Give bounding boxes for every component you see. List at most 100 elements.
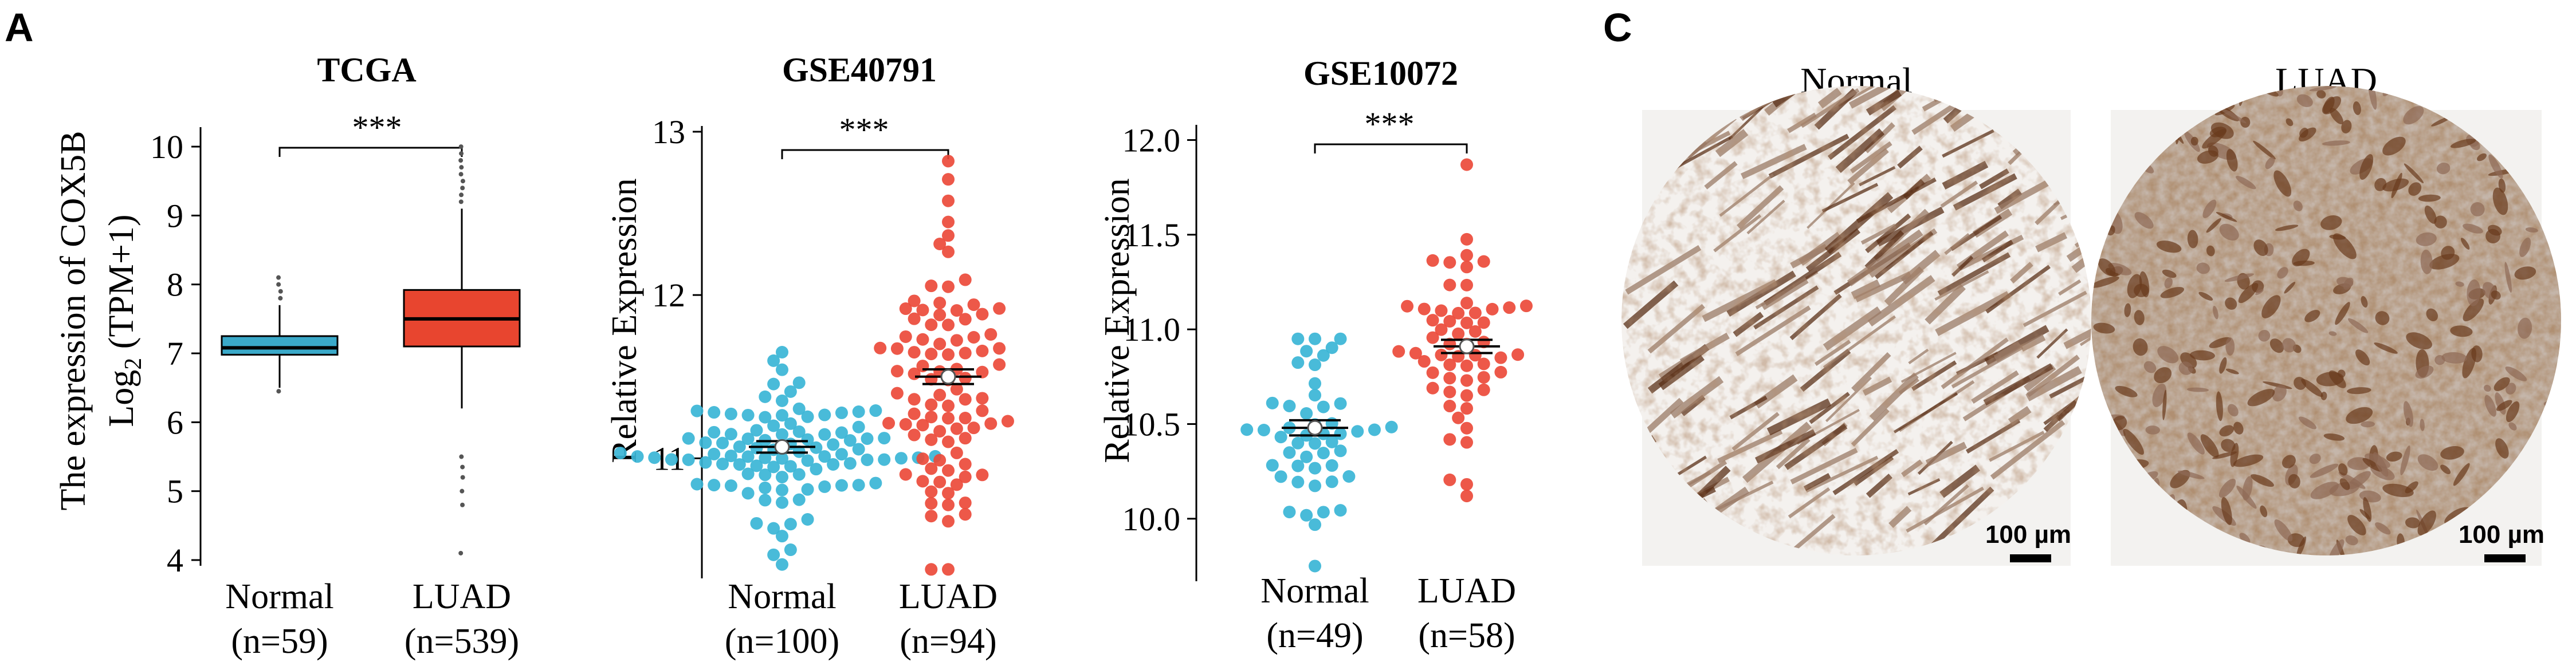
tissue-speck [2499, 94, 2531, 105]
data-point [716, 458, 729, 471]
data-point [767, 354, 780, 367]
data-point [984, 417, 998, 430]
x-tick-count-normal: (n=100) [725, 622, 839, 661]
data-point [1477, 383, 1490, 396]
tissue-speck [2253, 140, 2276, 160]
data-point [776, 471, 788, 484]
data-point [942, 412, 955, 425]
tissue-speck [2440, 446, 2464, 460]
data-point [1317, 447, 1330, 460]
tissue-speck [2335, 302, 2350, 325]
data-point [1300, 450, 1313, 463]
data-point [682, 453, 695, 466]
outlier-point [276, 282, 281, 287]
data-point [1409, 346, 1422, 360]
tissue-speck [2361, 421, 2375, 428]
plot-area [614, 149, 1014, 576]
data-point [1460, 421, 1473, 435]
outlier-point [459, 165, 464, 170]
tissue-speck [2253, 239, 2268, 256]
tissue-speck [2133, 338, 2148, 356]
tissue-speck [2330, 108, 2343, 125]
data-point [741, 467, 755, 480]
chart-title: GSE40791 [782, 51, 937, 89]
data-point [776, 483, 788, 496]
data-point [708, 425, 721, 439]
data-point [890, 365, 904, 378]
significance-bracket [781, 149, 949, 159]
y-tick-label: 8 [167, 266, 183, 304]
data-point [1452, 306, 1465, 320]
tissue-speck [2298, 416, 2317, 429]
data-point [993, 358, 1006, 371]
tissue-speck [2187, 230, 2198, 249]
data-point [874, 341, 887, 354]
data-point [759, 451, 772, 464]
tissue-speck [2260, 505, 2268, 518]
data-point [690, 404, 704, 417]
tissue-speck [2316, 372, 2344, 387]
data-point [767, 460, 780, 474]
data-point [827, 458, 840, 471]
tissue-speck [2202, 129, 2227, 149]
data-point [959, 313, 972, 326]
data-point [1334, 444, 1347, 458]
tissue-speck [2186, 387, 2209, 392]
data-point [1460, 436, 1473, 449]
tissue-speck [2467, 279, 2481, 306]
mean-marker [1307, 420, 1323, 436]
data-point [942, 399, 955, 412]
tissue-speck [2415, 365, 2434, 379]
y-tick-label: 12 [652, 277, 685, 314]
scale-bar-label-normal: 100 µm [1985, 521, 2071, 549]
data-point [750, 517, 763, 530]
tissue-speck [2242, 476, 2253, 500]
tissue-speck [2336, 277, 2354, 287]
data-point [818, 408, 831, 421]
data-point [776, 394, 788, 407]
tissue-speck [2493, 377, 2510, 391]
data-point [959, 412, 972, 425]
tissue-speck [2355, 349, 2370, 366]
tissue-speck [2250, 474, 2274, 487]
tissue-speck [2100, 193, 2111, 200]
tissue-speck [2519, 237, 2531, 257]
data-point [908, 407, 921, 420]
data-point [1291, 436, 1305, 450]
tissue-speck [2247, 389, 2275, 407]
data-point [1468, 306, 1482, 320]
tissue-speck [2200, 434, 2219, 458]
tissue-speck [2147, 86, 2160, 93]
data-point [1477, 371, 1490, 384]
y-axis: 10.0 10.5 11.0 11.5 12.0 [1122, 122, 1197, 581]
tissue-speck [2455, 281, 2464, 287]
tissue-speck [2218, 107, 2247, 124]
tissue-speck [2177, 470, 2205, 479]
y-axis: 4 5 6 7 8 9 10 [150, 127, 202, 579]
tissue-speck [2274, 519, 2293, 542]
chart-title: GSE10072 [1303, 54, 1458, 92]
data-point [959, 273, 972, 286]
tissue-speck [2299, 128, 2308, 138]
tissue-speck [2347, 515, 2366, 535]
tissue-strand [1972, 86, 2031, 113]
data-point [724, 428, 737, 441]
data-point [1443, 278, 1456, 291]
data-point [1519, 299, 1533, 313]
tissue-speck [2284, 282, 2296, 294]
data-point [1468, 325, 1482, 338]
data-point [1460, 249, 1473, 262]
data-point [1426, 366, 1439, 379]
tissue-speck [2187, 432, 2205, 455]
tissue-speck [2206, 218, 2221, 233]
data-point [950, 304, 963, 317]
data-point [852, 443, 865, 456]
data-point [1309, 462, 1321, 475]
tissue-speck [2219, 357, 2227, 374]
data-point [1309, 377, 1321, 390]
tissue-speck [2091, 480, 2109, 498]
data-point [1460, 232, 1473, 246]
y-axis-label: Relative Expression [605, 178, 644, 463]
data-point [1291, 475, 1305, 488]
data-point [925, 497, 938, 510]
